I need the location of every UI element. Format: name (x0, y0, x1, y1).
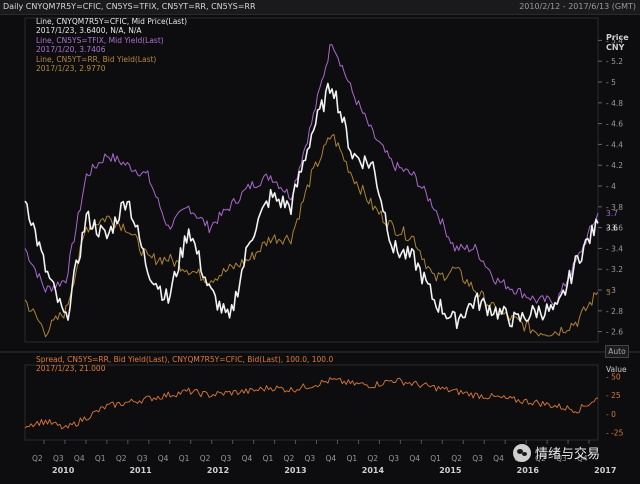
x-year-label: 2014 (362, 466, 385, 475)
series-line-cn5ys-tfix (24, 44, 599, 306)
watermark: 情绪与交易 (513, 443, 600, 462)
x-quarter-label: Q1 (263, 454, 274, 463)
lower-tick-label: - 50 (606, 372, 621, 381)
x-quarter-label: Q1 (179, 454, 190, 463)
x-quarter-label: Q3 (556, 454, 567, 463)
legend-entry-name: Spread, CN5YS=RR, Bid Yield(Last), CNYQM… (36, 355, 334, 364)
lower-tick-label: - -25 (606, 429, 624, 438)
legend-entry-name: Line, CN5YT=RR, Bid Yield(Last) (36, 55, 157, 64)
series-line-cnyqm7r5y (24, 82, 599, 330)
x-quarter-label: Q3 (388, 454, 399, 463)
axis-title-currency: CNY (606, 43, 625, 52)
x-quarter-label: Q3 (305, 454, 316, 463)
x-quarter-label: Q2 (284, 454, 295, 463)
y-tick-label: - 2.8 (606, 307, 623, 316)
last-label-purple: 3.7 (606, 209, 618, 218)
x-quarter-label: Q2 (367, 454, 378, 463)
x-year-label: 2015 (439, 466, 462, 475)
chart-instrument-title: Daily CNYQM7R5Y=CFIC, CN5YS=TFIX, CN5YT=… (3, 2, 256, 11)
x-quarter-label: Q1 (95, 454, 106, 463)
x-year-label: 2013 (284, 466, 306, 475)
chart-header: Daily CNYQM7R5Y=CFIC, CN5YS=TFIX, CN5YT=… (0, 0, 640, 15)
wechat-icon (513, 443, 531, 462)
x-quarter-label: Q3 (53, 454, 64, 463)
watermark-text: 情绪与交易 (535, 447, 601, 462)
y-tick-label: - 3.6 (606, 224, 623, 233)
y-tick-label: - 3.4 (606, 244, 623, 253)
x-quarter-label: Q4 (325, 454, 336, 463)
x-quarter-label: Q2 (200, 454, 211, 463)
x-quarter-label: Q1 (430, 454, 441, 463)
lower-plot-frame (24, 364, 599, 441)
lower-tick-label: - 25 (606, 391, 621, 400)
x-quarter-label: Q2 (116, 454, 127, 463)
x-year-label: 2017 (594, 466, 616, 475)
x-quarter-label: Q1 (346, 454, 357, 463)
x-year-label: 2016 (517, 466, 540, 475)
y-tick-label: - 3 (606, 286, 616, 295)
y-tick-label: - 4.2 (606, 161, 623, 170)
x-quarter-label: Q3 (472, 454, 483, 463)
date-range: 2010/2/12 - 2017/6/13 (GMT) (519, 2, 636, 11)
legend-entry-value: 2017/1/23, 2.9770 (36, 64, 106, 73)
x-quarter-label: Q2 (32, 454, 43, 463)
legend-entry-value: 2017/1/20, 3.7406 (36, 45, 106, 54)
x-quarter-label: Q3 (137, 454, 148, 463)
x-quarter-label: Q4 (74, 454, 85, 463)
y-tick-label: - 4.8 (606, 99, 623, 108)
x-quarter-label: Q3 (221, 454, 232, 463)
series-line-spread (24, 377, 599, 430)
x-quarter-label: Q2 (451, 454, 462, 463)
series-line-cn5yt-rr (24, 134, 599, 338)
y-tick-label: - 3.2 (606, 265, 623, 274)
lower-tick-label: - 0 (606, 410, 616, 419)
y-tick-label: - 3.8 (606, 203, 623, 212)
y-tick-label: - 5.2 (606, 57, 623, 66)
axis-title-value: Value (606, 365, 627, 374)
x-quarter-label: Q4 (493, 454, 504, 463)
legend-entry-name: Line, CNYQM7R5Y=CFIC, Mid Price(Last) (36, 17, 188, 26)
legend-entry-value: 2017/1/23, 3.6400, N/A, N/A (36, 26, 142, 35)
y-tick-label: - 5 (606, 78, 616, 87)
x-quarter-label: Q4 (242, 454, 253, 463)
upper-plot-frame (24, 17, 599, 343)
legend-entry-name: Line, CN5YS=TFIX, Mid Yield(Last) (36, 36, 164, 45)
last-label-white: 3.6 (606, 224, 618, 233)
axis-title-price: Price (606, 33, 629, 42)
x-year-label: 2010 (52, 466, 75, 475)
y-tick-label: - 4 (606, 182, 616, 191)
x-year-label: 2011 (129, 466, 152, 475)
x-year-label: 2012 (207, 466, 229, 475)
y-tick-label: - 4.6 (606, 120, 623, 129)
x-quarter-label: Q4 (577, 454, 588, 463)
y-tick-label: - 4.4 (606, 140, 623, 149)
y-tick-label: - 2.6 (606, 328, 623, 337)
last-label-gold: 3 (606, 288, 611, 297)
legend-entry-value: 2017/1/23, 21.000 (36, 364, 106, 373)
x-quarter-label: Q4 (409, 454, 420, 463)
x-quarter-label: Q2 (535, 454, 546, 463)
x-quarter-label: Q4 (158, 454, 169, 463)
auto-scale-button[interactable]: Auto (605, 345, 629, 358)
y-tick-label: - 5.4 (606, 36, 623, 45)
